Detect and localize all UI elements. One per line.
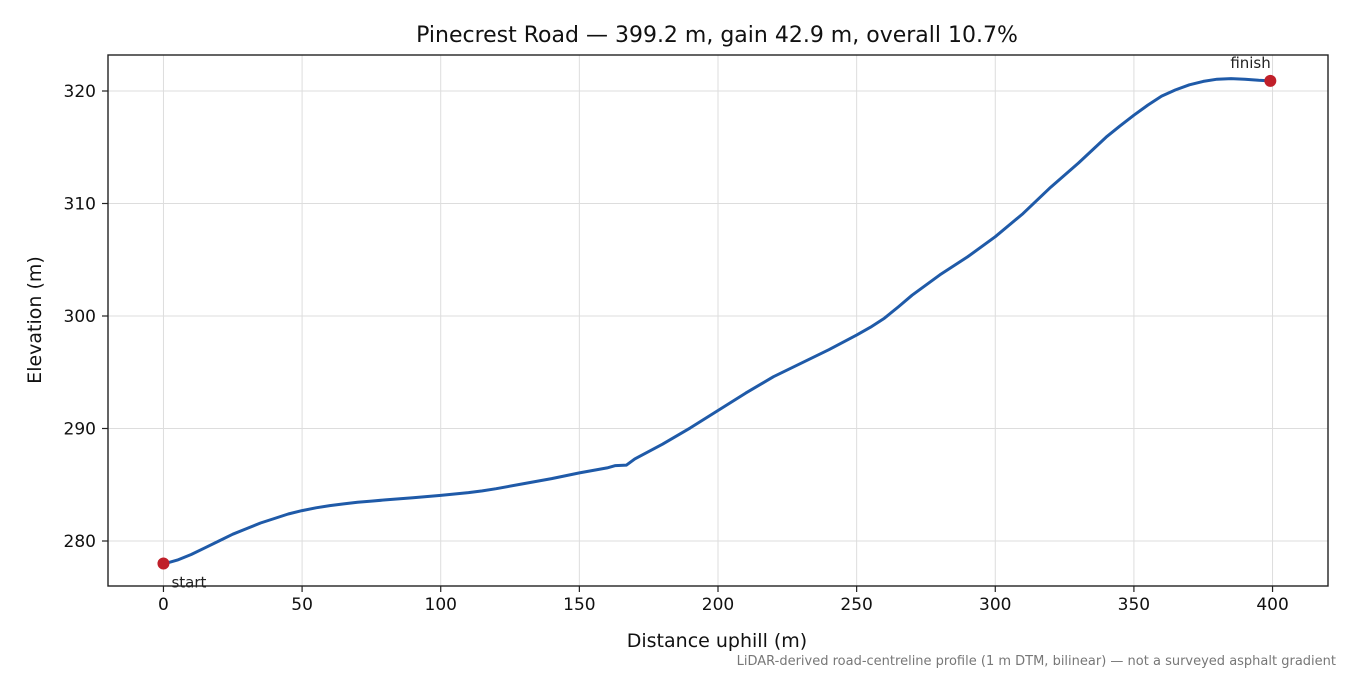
axis-ticks: 0 50 100 150 200 250 300 350 400 280 290 300 310 320 xyxy=(64,82,1289,615)
grid-lines xyxy=(108,55,1328,586)
x-tick-label: 100 xyxy=(425,595,457,615)
x-tick-label: 350 xyxy=(1118,595,1150,615)
start-marker xyxy=(157,557,170,570)
y-tick-label: 320 xyxy=(64,82,96,102)
finish-marker xyxy=(1264,74,1277,87)
x-tick-label: 200 xyxy=(702,595,734,615)
finish-label: finish xyxy=(1230,54,1270,72)
x-axis-label: Distance uphill (m) xyxy=(627,630,807,652)
y-tick-label: 280 xyxy=(64,532,96,552)
x-tick-label: 250 xyxy=(840,595,872,615)
y-axis-label: Elevation (m) xyxy=(24,256,46,384)
y-tick-label: 310 xyxy=(64,195,96,215)
start-label: start xyxy=(171,574,206,592)
y-tick-label: 290 xyxy=(64,420,96,440)
x-tick-label: 400 xyxy=(1256,595,1288,615)
x-tick-label: 50 xyxy=(291,595,313,615)
x-tick-label: 0 xyxy=(158,595,169,615)
chart-title: Pinecrest Road — 399.2 m, gain 42.9 m, o… xyxy=(416,23,1018,48)
y-tick-label: 300 xyxy=(64,307,96,327)
x-tick-label: 150 xyxy=(563,595,595,615)
chart-footnote: LiDAR-derived road-centreline profile (1… xyxy=(737,654,1336,669)
data-layer: start finish xyxy=(157,54,1277,592)
x-tick-label: 300 xyxy=(979,595,1011,615)
elevation-profile-line xyxy=(162,77,1272,565)
